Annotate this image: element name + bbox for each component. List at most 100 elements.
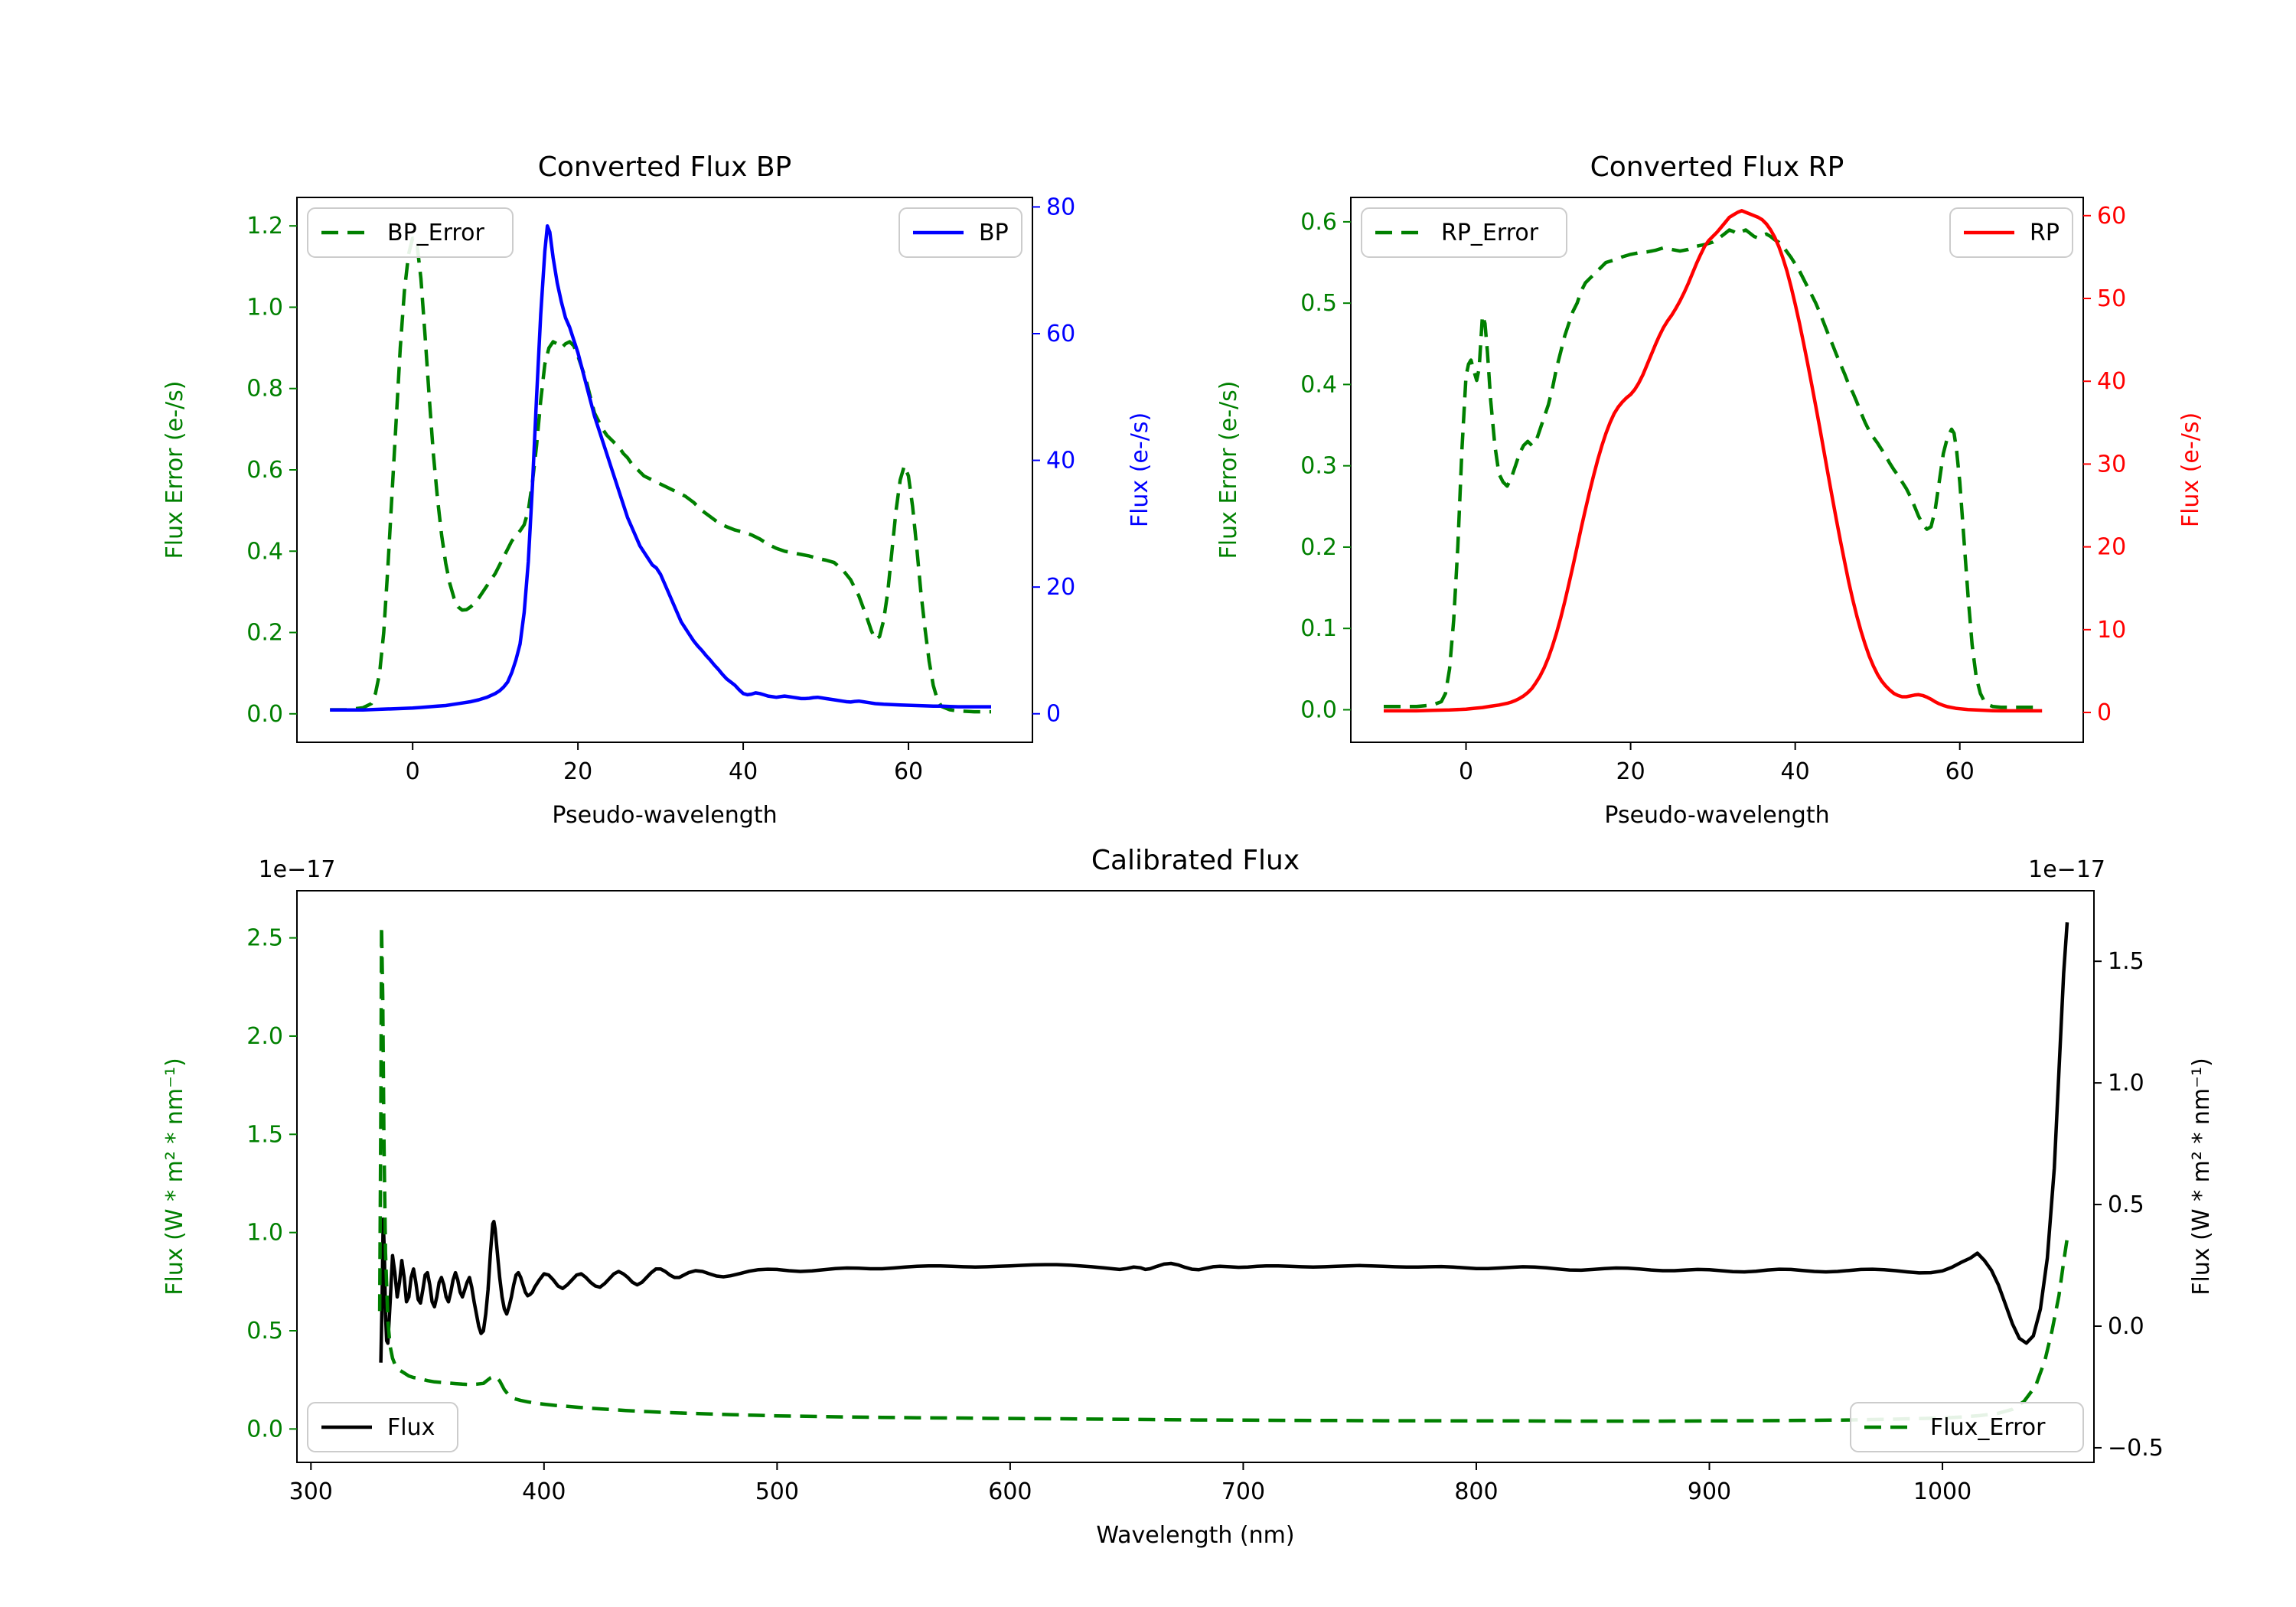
y-tick-label: 20 [2097,534,2126,561]
y-tick-label: 10 [2097,617,2126,644]
y-axis-right: 0 10 20 30 40 50 60 Flux (e-/s) [2083,203,2204,726]
y-axis-label-right: Flux (e-/s) [1127,412,1153,527]
y-tick-label: 30 [2097,451,2126,478]
y-tick-label: 0.4 [246,538,283,565]
x-axis: 0 20 40 60 [1459,742,1975,785]
legend-label: RP [2030,220,2060,246]
y-tick-label: 0 [2097,699,2112,726]
legend-Flux_Error: Flux_Error [1850,1402,2084,1452]
x-tick-label: 40 [729,758,758,785]
y-tick-label: 0.8 [246,376,283,403]
plot-area [330,224,991,714]
y-tick-label: 2.5 [246,925,283,952]
y-axis-label-right: Flux (e-/s) [2177,412,2204,527]
x-tick-label: 600 [988,1478,1032,1505]
legend-BP_Error: BP_Error [307,207,514,258]
y-axis-label-left: Flux Error (e-/s) [161,381,188,559]
axes-frame [296,890,2095,1463]
y-tick-label: 0.2 [1300,534,1337,561]
y-axis-left: 0.0 0.5 1.0 1.5 2.0 2.5 Flux (W * m² * nm⁻¹) 1e… [161,856,335,1442]
y-axis-left: 0.0 0.2 0.4 0.6 0.8 1.0 1.2 Flux Error (e-/s) [161,213,297,728]
x-tick-label: 20 [563,758,592,785]
x-tick-label: 60 [894,758,923,785]
x-axis: 0 20 40 60 [406,742,923,785]
y-tick-label: 0.3 [1300,453,1337,480]
y-tick-label: 20 [1046,574,1075,601]
x-axis-label: Pseudo-wavelength [552,802,777,829]
axis-offset-text-right: 1e−17 [2028,856,2105,883]
y-tick-label: 1.0 [246,1220,283,1247]
y-tick-label: 0.5 [2108,1191,2144,1218]
y-tick-label: 2.0 [246,1023,283,1050]
legend-RP_Error: RP_Error [1361,207,1567,258]
series-Flux_Error [377,924,2069,1423]
x-axis: 300 400 500 600 700 800 900 1000 [289,1462,1971,1505]
y-tick-label: 0.5 [246,1318,283,1345]
legend-Flux: Flux [307,1402,458,1452]
x-tick-label: 0 [406,758,420,785]
axis-offset-text-left: 1e−17 [259,856,336,883]
y-tick-label: 40 [1046,448,1075,474]
plot-area [1384,209,2043,713]
legend-frame [1850,1402,2084,1452]
y-tick-label: 1.2 [246,213,283,240]
series-RP_Error [1384,228,2043,709]
y-axis-right: 0 20 40 60 80 Flux (e-/s) [1032,194,1153,728]
x-tick-label: 900 [1688,1478,1731,1505]
y-tick-label: 0.5 [1300,290,1337,317]
y-tick-label: 0.6 [1300,209,1337,236]
y-tick-label: 0.0 [246,1416,283,1442]
legend-BP: BP [899,207,1022,258]
chart-title: Calibrated Flux [1091,845,1300,876]
y-tick-label: 50 [2097,285,2126,312]
y-axis-label-left: Flux (W * m² * nm⁻¹) [161,1058,188,1295]
y-axis-right: −0.5 0.0 0.5 1.0 1.5 Flux (W * m² * nm⁻¹) 1e−1… [2028,856,2215,1462]
series-BP [330,224,991,712]
y-tick-label: 1.5 [2108,948,2144,975]
y-tick-label: 1.0 [246,294,283,321]
y-tick-label: 60 [1046,321,1075,347]
x-axis-label: Wavelength (nm) [1096,1522,1294,1549]
y-tick-label: 80 [1046,194,1075,220]
x-tick-label: 300 [289,1478,333,1505]
y-tick-label: 0 [1046,701,1061,728]
x-tick-label: 700 [1221,1478,1265,1505]
legend-label: BP [979,220,1009,246]
x-tick-label: 400 [522,1478,566,1505]
series-RP [1384,209,2043,713]
legend-label: BP_Error [387,220,484,246]
axes-frame [1350,197,2084,743]
chart-title: Converted Flux RP [1590,152,1844,183]
legend-frame [307,1402,458,1452]
y-axis-label-left: Flux Error (e-/s) [1215,381,1242,559]
y-tick-label: 0.0 [246,701,283,728]
legend-frame [307,207,514,258]
y-tick-label: 0.0 [1300,696,1337,723]
x-tick-label: 40 [1781,758,1810,785]
legend-RP: RP [1949,207,2073,258]
x-tick-label: 20 [1616,758,1645,785]
y-tick-label: 40 [2097,368,2126,395]
x-tick-label: 60 [1945,758,1975,785]
x-tick-label: 0 [1459,758,1473,785]
y-tick-label: 0.2 [246,620,283,647]
x-tick-label: 500 [755,1478,799,1505]
legend-label: RP_Error [1441,220,1539,246]
legend-label: Flux [387,1414,435,1441]
x-axis-label: Pseudo-wavelength [1604,802,1829,829]
y-axis-left: 0.0 0.1 0.2 0.3 0.4 0.5 0.6 Flux Error (e-/s) [1215,209,1351,723]
y-tick-label: 0.4 [1300,371,1337,398]
y-axis-label-right: Flux (W * m² * nm⁻¹) [2188,1058,2215,1295]
plot-area [377,922,2069,1423]
y-tick-label: −0.5 [2108,1435,2164,1462]
y-tick-label: 1.0 [2108,1070,2144,1097]
x-tick-label: 800 [1454,1478,1498,1505]
y-tick-label: 0.1 [1300,615,1337,642]
y-tick-label: 1.5 [246,1121,283,1148]
legend-label: Flux_Error [1930,1414,2046,1441]
y-tick-label: 0.0 [2108,1313,2144,1340]
y-tick-label: 60 [2097,203,2126,230]
